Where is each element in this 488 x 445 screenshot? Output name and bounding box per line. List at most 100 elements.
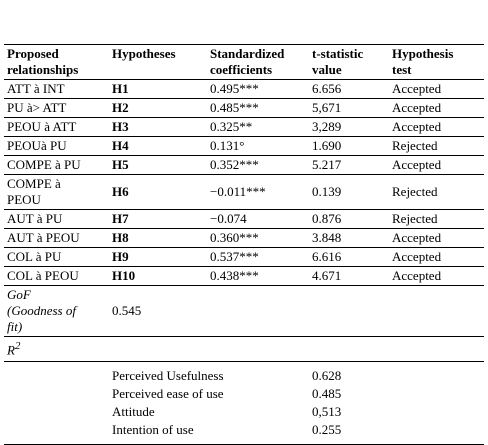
cell: H4 [109, 136, 207, 156]
cell: Accepted [389, 155, 484, 175]
cell: H3 [109, 117, 207, 137]
r2-row: R2 [4, 336, 484, 362]
cell: 1.690 [309, 136, 389, 156]
cell: 3,289 [309, 117, 389, 137]
empty-cell [4, 362, 109, 386]
cell: 5.217 [309, 155, 389, 175]
header-cell: Standardized coefficients [207, 44, 309, 80]
data-row: COMPE à PEOU H6 −0.011*** 0.139 Rejected [4, 174, 484, 210]
cell: H9 [109, 247, 207, 267]
data-row: PEOUà PU H4 0.131° 1.690 Rejected [4, 136, 484, 156]
data-row: PEOU à ATT H3 0.325** 3,289 Accepted [4, 117, 484, 137]
cell: H5 [109, 155, 207, 175]
cell: −0.011*** [207, 174, 309, 210]
cell: 0.438*** [207, 266, 309, 286]
cell: 6.656 [309, 79, 389, 99]
cell: 3.848 [309, 228, 389, 248]
cell: 6.616 [309, 247, 389, 267]
data-row: AUT à PEOU H8 0.360*** 3.848 Accepted [4, 228, 484, 248]
construct-name: Intention of use [109, 421, 309, 445]
cell: Accepted [389, 247, 484, 267]
cell: ATT à INT [4, 79, 109, 99]
construct-name: Perceived ease of use [112, 386, 224, 401]
cell: 0.360*** [207, 228, 309, 248]
r2-value-row: Intention of use 0.255 [4, 421, 484, 445]
cell: Rejected [389, 136, 484, 156]
cell: PEOU à ATT [4, 117, 109, 137]
cell: −0.074 [207, 209, 309, 229]
cell: 0.537*** [207, 247, 309, 267]
r2-value-row: Perceived Usefulness 0.628 [4, 362, 484, 386]
cell: COL à PU [4, 247, 109, 267]
empty-cell [4, 385, 109, 403]
cell: H7 [109, 209, 207, 229]
construct-name: Attitude [112, 404, 155, 419]
cell: Accepted [389, 98, 484, 118]
r2-value: 0.628 [312, 368, 342, 383]
cell: H8 [109, 228, 207, 248]
empty-cell [109, 336, 207, 362]
empty-cell [389, 421, 484, 445]
empty-cell [309, 336, 389, 362]
cell: COMPE à PU [4, 155, 109, 175]
cell: Rejected [389, 174, 484, 210]
gof-row: GoF (Goodness of fit) 0.545 [4, 285, 484, 337]
cell: COL à PEOU [4, 266, 109, 286]
gof-label: GoF (Goodness of fit) [4, 285, 109, 337]
cell: AUT à PU [4, 209, 109, 229]
header-cell: Hypotheses [109, 44, 207, 80]
empty-cell [389, 385, 484, 403]
cell: Accepted [389, 79, 484, 99]
cell: AUT à PEOU [4, 228, 109, 248]
cell: 5,671 [309, 98, 389, 118]
r2-value: 0,513 [312, 404, 342, 419]
empty-cell [389, 285, 484, 337]
cell: PEOUà PU [4, 136, 109, 156]
cell: 4.671 [309, 266, 389, 286]
cell: 0.325** [207, 117, 309, 137]
empty-cell [207, 285, 309, 337]
cell: Accepted [389, 117, 484, 137]
data-row: COL à PEOU H10 0.438*** 4.671 Accepted [4, 266, 484, 286]
r2-sup: 2 [14, 340, 21, 352]
header-cell: t-statistic value [309, 44, 389, 80]
data-row: COMPE à PU H5 0.352*** 5.217 Accepted [4, 155, 484, 175]
cell: 0.485*** [207, 98, 309, 118]
r2-value: 0.255 [309, 421, 389, 445]
r2-label: R2 [4, 336, 109, 362]
cell: H2 [109, 98, 207, 118]
cell: 0.876 [309, 209, 389, 229]
cell: 0.139 [309, 174, 389, 210]
header-row: Proposed relationships Hypotheses Standard… [4, 44, 484, 80]
cell: H1 [109, 79, 207, 99]
empty-cell [4, 421, 109, 445]
empty-cell [389, 362, 484, 386]
empty-cell [389, 336, 484, 362]
gof-value: 0.545 [109, 285, 207, 337]
construct-name: Perceived Usefulness [112, 368, 224, 383]
r2-value: 0.485 [312, 386, 342, 401]
header-cell: Hypothesis test [389, 44, 484, 80]
cell: 0.352*** [207, 155, 309, 175]
results-table: Proposed relationships Hypotheses Standard… [4, 44, 484, 445]
table-body: Proposed relationships Hypotheses Standard… [4, 44, 484, 445]
cell: H10 [109, 266, 207, 286]
empty-cell [389, 403, 484, 421]
data-row: ATT à INT H1 0.495*** 6.656 Accepted [4, 79, 484, 99]
empty-cell [207, 336, 309, 362]
r2-value-row: Perceived ease of use 0.485 [4, 385, 484, 403]
data-row: PU à> ATT H2 0.485*** 5,671 Accepted [4, 98, 484, 118]
cell: COMPE à PEOU [4, 174, 109, 210]
header-cell: Proposed relationships [4, 44, 109, 80]
cell: H6 [109, 174, 207, 210]
data-row: AUT à PU H7 −0.074 0.876 Rejected [4, 209, 484, 229]
cell: Accepted [389, 228, 484, 248]
r2-value-row: Attitude 0,513 [4, 403, 484, 421]
cell: 0.495*** [207, 79, 309, 99]
cell: Accepted [389, 266, 484, 286]
cell: 0.131° [207, 136, 309, 156]
r2-base: R [7, 342, 15, 358]
cell: PU à> ATT [4, 98, 109, 118]
data-row: COL à PU H9 0.537*** 6.616 Accepted [4, 247, 484, 267]
empty-cell [309, 285, 389, 337]
